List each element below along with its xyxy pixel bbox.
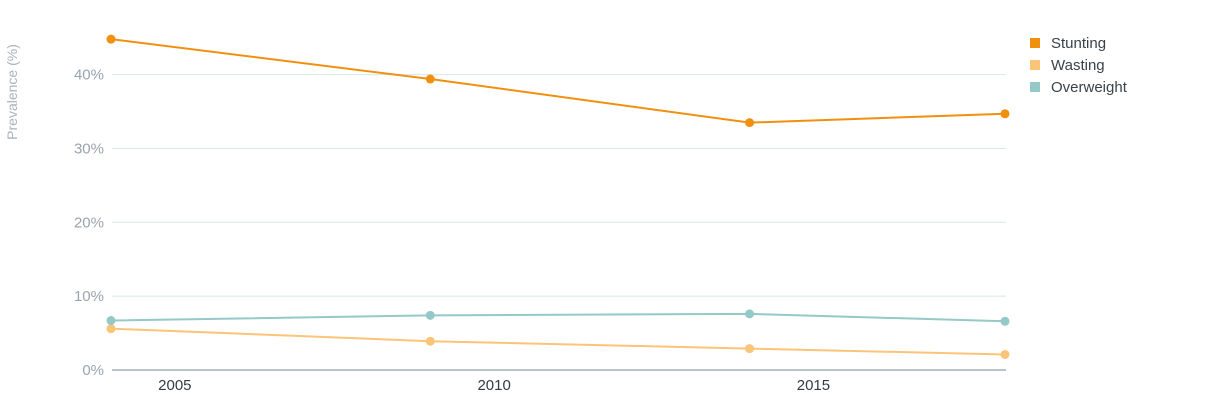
series-overweight (106, 309, 1010, 326)
data-point-overweight[interactable] (106, 316, 116, 326)
data-point-stunting[interactable] (745, 118, 755, 128)
legend-item-wasting[interactable]: Wasting (1030, 57, 1105, 74)
data-point-stunting[interactable] (1000, 109, 1010, 119)
legend-label: Overweight (1051, 79, 1128, 96)
series-line-wasting (110, 327, 1006, 356)
legend-swatch (1030, 82, 1040, 92)
legend-item-overweight[interactable]: Overweight (1030, 79, 1128, 96)
data-point-stunting[interactable] (106, 34, 116, 44)
data-point-wasting[interactable] (1000, 349, 1010, 359)
legend-swatch (1030, 38, 1040, 48)
series-line-overweight (110, 312, 1006, 323)
data-point-wasting[interactable] (745, 344, 755, 354)
series-line-stunting (110, 38, 1006, 124)
data-point-stunting[interactable] (425, 74, 435, 84)
legend-item-stunting[interactable]: Stunting (1030, 35, 1106, 52)
y-axis-title: Prevalence (%) (4, 44, 20, 140)
x-tick-label: 2015 (797, 377, 830, 394)
data-point-overweight[interactable] (745, 309, 755, 319)
legend-label: Stunting (1051, 35, 1106, 52)
data-point-overweight[interactable] (425, 310, 435, 320)
gridlines (112, 74, 1006, 371)
y-tick-label: 10% (74, 288, 104, 305)
series-wasting (106, 324, 1010, 359)
data-point-overweight[interactable] (1000, 316, 1010, 326)
y-tick-label: 20% (74, 214, 104, 231)
y-tick-label: 0% (82, 362, 104, 379)
x-tick-label: 2010 (477, 377, 510, 394)
x-axis: 2005 2010 2015 (158, 377, 830, 394)
y-tick-label: 30% (74, 140, 104, 157)
series-group (106, 34, 1010, 359)
legend: Stunting Wasting Overweight (1030, 35, 1128, 96)
series-stunting (106, 34, 1010, 128)
x-tick-label: 2005 (158, 377, 191, 394)
y-tick-label: 40% (74, 67, 104, 84)
legend-label: Wasting (1051, 57, 1105, 74)
data-point-wasting[interactable] (425, 336, 435, 346)
y-axis: 0% 10% 20% 30% 40% (74, 67, 104, 379)
legend-swatch (1030, 60, 1040, 70)
data-point-wasting[interactable] (106, 324, 116, 334)
